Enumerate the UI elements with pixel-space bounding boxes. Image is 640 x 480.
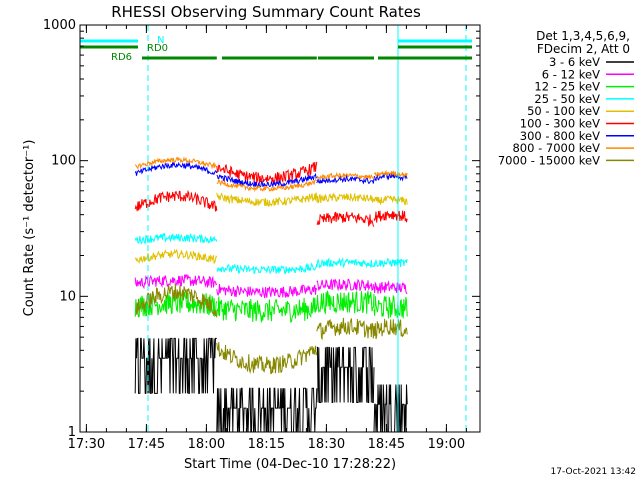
y-tick-label-4: 1000 (43, 18, 76, 33)
legend-entry-9: 7000 - 15000 keV (498, 153, 600, 167)
series-line-7 (134, 161, 408, 189)
x-tick-label-2: 17:45 (128, 437, 165, 452)
legend-entry-8: 800 - 7000 keV (512, 141, 600, 155)
series-line-9 (135, 283, 408, 375)
series-line-2 (134, 273, 408, 299)
x-tick-label-6: 18:45 (368, 437, 405, 452)
legend-entry-6: 100 - 300 keV (520, 117, 600, 131)
flag-label-rd6: RD6 (111, 52, 132, 63)
y-tick-label-1: 1 (68, 425, 76, 440)
flag-label-n: N (157, 35, 164, 46)
legend-entry-3: 12 - 25 keV (534, 80, 600, 94)
legend-entry-1: 3 - 6 keV (549, 55, 600, 69)
axes-layer: 17:30 17:45 18:00 18:15 18:30 18:45 19:00 1 10 10… (43, 18, 481, 452)
y-axis-label: Count Rate (s⁻¹ detector⁻¹) (22, 140, 37, 317)
legend-entry-5: 50 - 100 keV (527, 104, 600, 118)
legend-entry-7: 300 - 800 keV (520, 129, 600, 143)
footer-timestamp: 17-Oct-2021 13:42 (551, 467, 636, 477)
legend-header-detectors: Det 1,3,4,5,6,9, (536, 29, 630, 43)
x-axis-label: Start Time (04-Dec-10 17:28:22) (184, 457, 396, 472)
series-line-6 (134, 161, 408, 228)
flag-label-rd0: RD0 (147, 43, 168, 54)
plot-frame (79, 24, 481, 433)
chart-title: RHESSI Observing Summary Count Rates (111, 3, 421, 21)
x-tick-label-4: 18:15 (248, 437, 285, 452)
series-line-3 (134, 290, 408, 323)
x-tick-label-1: 17:30 (68, 437, 105, 452)
series-line-1 (134, 337, 408, 433)
legend: Det 1,3,4,5,6,9, FDecim 2, Att 0 3 - 6 k… (498, 29, 634, 167)
legend-entry-4: 25 - 50 keV (534, 92, 600, 106)
data-layer (134, 156, 408, 433)
y-tick-label-2: 10 (59, 289, 76, 304)
y-tick-label-3: 100 (51, 154, 76, 169)
legend-header-attenuator: FDecim 2, Att 0 (537, 42, 630, 56)
series-line-5 (134, 192, 408, 265)
x-tick-label-5: 18:30 (308, 437, 345, 452)
x-tick-label-3: 18:00 (188, 437, 225, 452)
x-tick-label-7: 19:00 (428, 437, 465, 452)
legend-entry-2: 6 - 12 keV (542, 67, 600, 81)
series-line-8 (134, 156, 408, 193)
series-line-4 (134, 232, 408, 275)
